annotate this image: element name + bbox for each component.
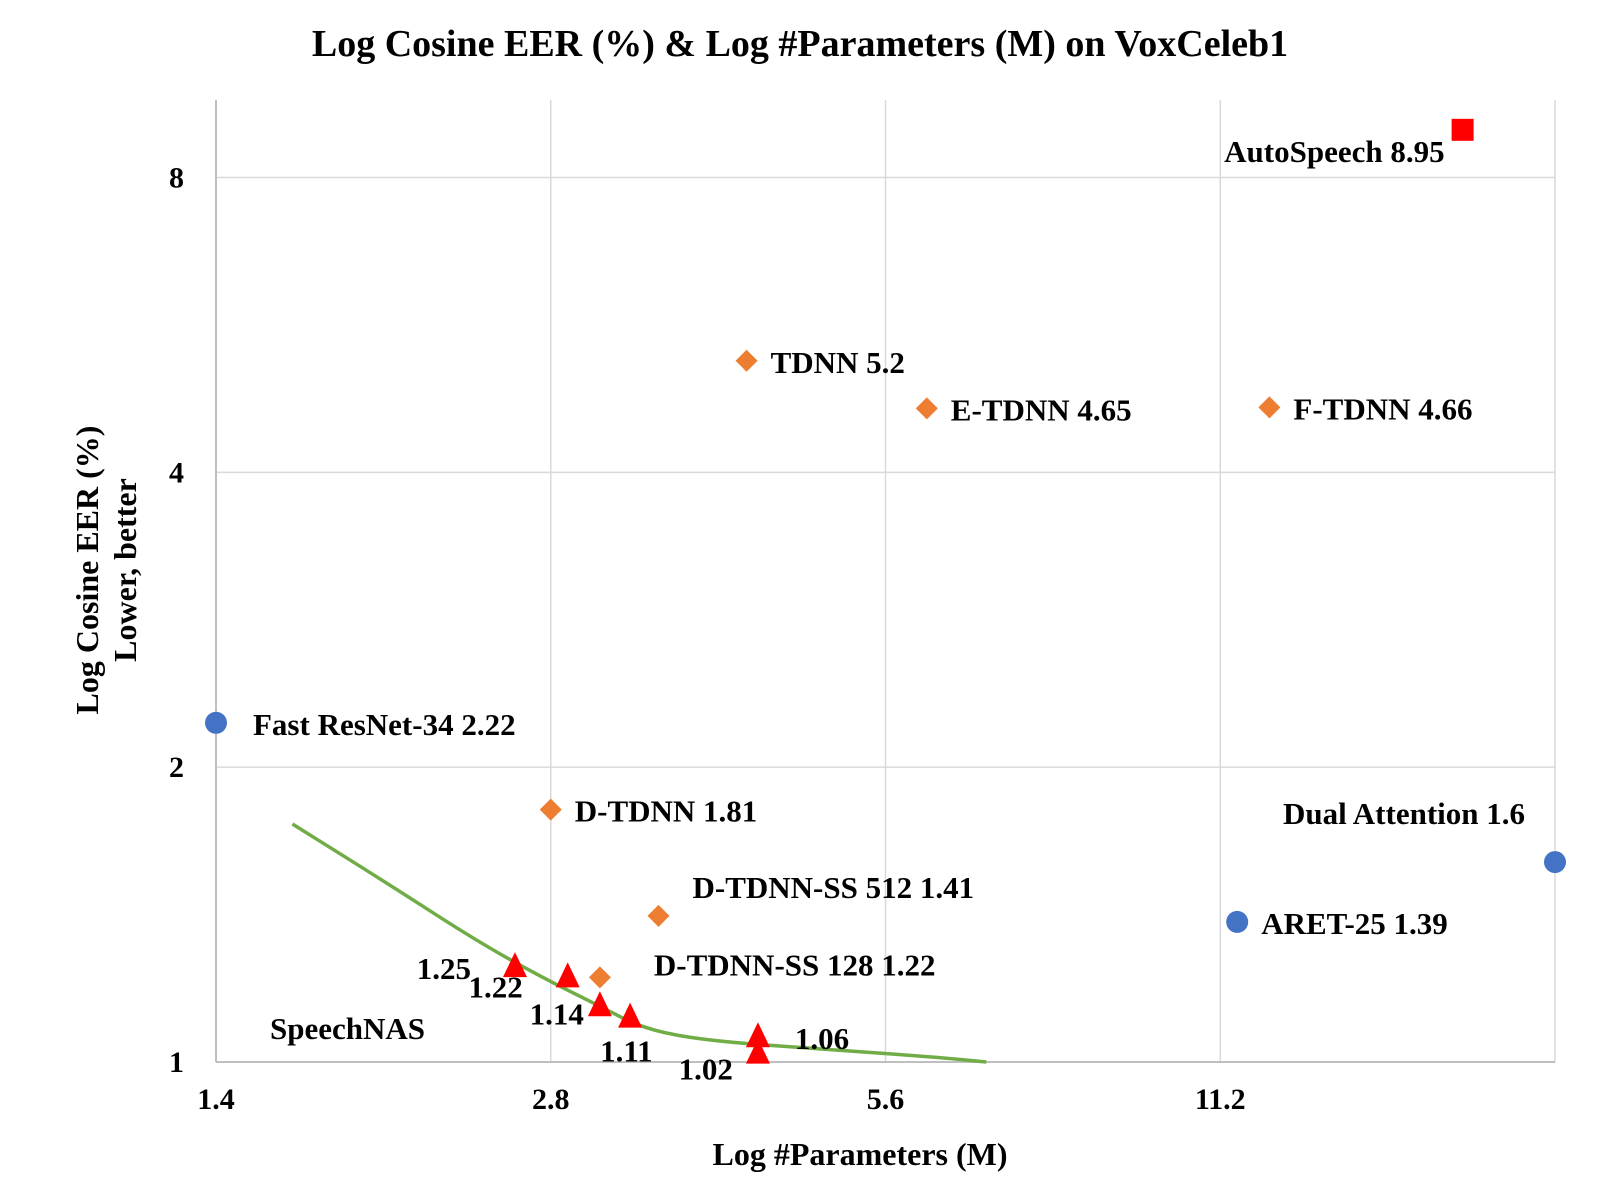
axes <box>215 100 1555 1063</box>
data-label: 1.22 <box>468 969 522 1004</box>
data-label: D-TDNN-SS 128 1.22 <box>654 947 936 982</box>
data-point-diamond <box>539 798 562 821</box>
data-point-diamond <box>1258 396 1281 419</box>
data-label: TDNN 5.2 <box>771 345 905 380</box>
x-tick-label: 2.8 <box>532 1083 570 1116</box>
data-point-triangle <box>745 1022 770 1048</box>
data-point-diamond <box>647 904 670 927</box>
data-point-triangle <box>587 991 612 1017</box>
y-tick-label: 2 <box>169 751 184 784</box>
y-tick-label: 8 <box>169 162 184 195</box>
y-tick-label: 4 <box>169 456 184 489</box>
chart-title: Log Cosine EER (%) & Log #Parameters (M)… <box>312 23 1288 65</box>
data-point-triangle <box>745 1038 770 1064</box>
data-label: ARET-25 1.39 <box>1261 906 1448 941</box>
data-point-diamond <box>588 966 611 989</box>
data-label: Fast ResNet-34 2.22 <box>253 707 516 742</box>
data-label: D-TDNN-SS 512 1.41 <box>693 870 975 905</box>
data-label: 1.06 <box>795 1021 849 1056</box>
data-point-circle <box>1544 851 1566 874</box>
data-point-circle <box>205 711 227 734</box>
data-label: E-TDNN 4.65 <box>951 392 1132 427</box>
x-tick-label: 11.2 <box>1195 1083 1246 1116</box>
data-label: 1.11 <box>600 1034 653 1069</box>
data-label: 1.25 <box>417 951 471 986</box>
x-tick-label: 5.6 <box>867 1083 905 1116</box>
data-label: Dual Attention 1.6 <box>1283 796 1525 831</box>
series-label-speechnas: SpeechNAS <box>270 1011 425 1046</box>
x-tick-label: 1.4 <box>197 1083 235 1116</box>
data-label: F-TDNN 4.66 <box>1293 391 1472 426</box>
data-points <box>205 118 1566 1064</box>
data-point-triangle <box>502 952 527 978</box>
data-point-triangle <box>618 1002 643 1028</box>
data-labels: 1.4 2.8 5.6 11.2 1 2 4 8 Fast ResNet-34 2.22 Dual… <box>169 134 1525 1116</box>
y-tick-label: 1 <box>169 1046 184 1079</box>
data-label: D-TDNN 1.81 <box>575 794 758 829</box>
y-axis-sublabel: Lower, better <box>107 478 143 662</box>
x-axis-label: Log #Parameters (M) <box>713 1136 1008 1172</box>
y-axis-label: Log Cosine EER (%) <box>69 426 105 715</box>
data-label: 1.14 <box>530 996 584 1031</box>
data-point-diamond <box>915 397 938 420</box>
data-label: AutoSpeech 8.95 <box>1224 134 1444 169</box>
data-point-diamond <box>735 349 758 372</box>
data-point-square <box>1451 118 1474 141</box>
data-point-triangle <box>555 962 580 988</box>
data-point-circle <box>1226 910 1249 933</box>
data-label: 1.02 <box>679 1052 733 1087</box>
gridlines <box>216 100 1556 1062</box>
